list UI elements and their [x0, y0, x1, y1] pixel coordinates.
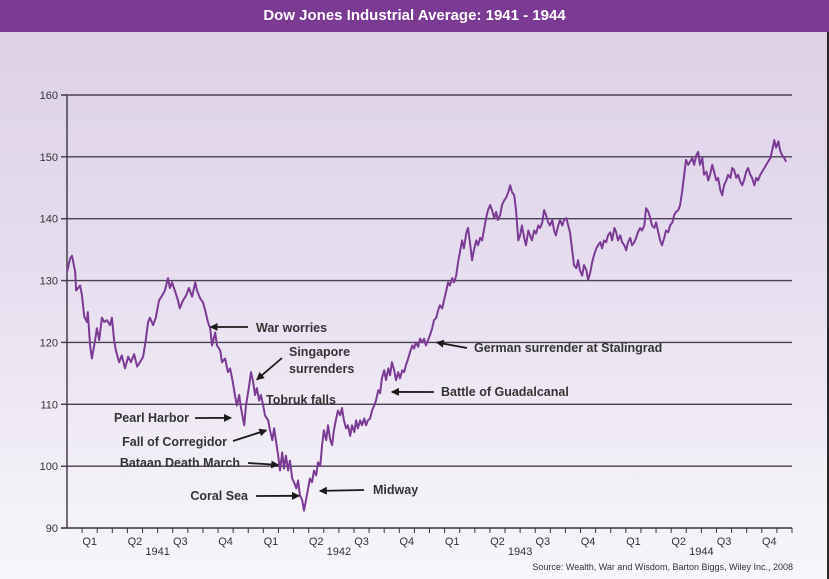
- x-tick-label-q3: Q3: [173, 536, 188, 548]
- y-tick-label-100: 100: [40, 461, 58, 473]
- y-tick-label-140: 140: [40, 214, 58, 226]
- annotation-bataan-death-march: Bataan Death March: [120, 456, 240, 470]
- x-tick-label-q11: Q3: [535, 536, 550, 548]
- year-label-1944: 1944: [689, 546, 713, 558]
- y-tick-label-120: 120: [40, 337, 58, 349]
- x-tick-label-q7: Q3: [354, 536, 369, 548]
- annotation-arrow-midway: [318, 486, 365, 495]
- annotation-war-worries: War worries: [256, 321, 327, 335]
- annotation-singapore-surrenders-line-1: Singapore: [289, 345, 350, 359]
- annotation-arrow-fall-of-corregidor: [232, 428, 268, 442]
- y-tick-label-130: 130: [40, 276, 58, 288]
- x-tick-label-q9: Q1: [445, 536, 460, 548]
- annotation-fall-of-corregidor: Fall of Corregidor: [122, 435, 227, 449]
- annotation-arrow-singapore-surrenders: [256, 357, 283, 381]
- x-tick-label-q8: Q4: [400, 536, 415, 548]
- annotation-battle-of-guadalcanal: Battle of Guadalcanal: [441, 385, 569, 399]
- x-tick-label-q4: Q4: [218, 536, 233, 548]
- x-tick-label-q6: Q2: [309, 536, 324, 548]
- annotation-german-surrender-at-stalingrad: German surrender at Stalingrad: [474, 341, 662, 355]
- annotation-arrow-german-surrender-at-stalingrad: [435, 339, 468, 349]
- x-tick-label-q15: Q3: [717, 536, 732, 548]
- chart-title: Dow Jones Industrial Average: 1941 - 194…: [0, 0, 829, 32]
- annotation-tobruk-falls: Tobruk falls: [266, 393, 336, 407]
- frame-border: [827, 32, 829, 579]
- year-label-1943: 1943: [508, 546, 532, 558]
- annotation-arrow-bataan-death-march: [247, 460, 280, 469]
- x-tick-label-q1: Q1: [82, 536, 97, 548]
- y-tick-label-110: 110: [40, 399, 58, 411]
- y-tick-label-150: 150: [40, 152, 58, 164]
- x-tick-label-q12: Q4: [581, 536, 596, 548]
- annotation-singapore-surrenders-line-2: surrenders: [289, 362, 354, 376]
- x-tick-label-q14: Q2: [671, 536, 686, 548]
- annotation-midway: Midway: [373, 483, 418, 497]
- annotation-pearl-harbor: Pearl Harbor: [114, 411, 189, 425]
- source-note: Source: Wealth, War and Wisdom, Barton B…: [532, 562, 793, 572]
- x-tick-label-q10: Q2: [490, 536, 505, 548]
- year-label-1941: 1941: [145, 546, 169, 558]
- year-label-1942: 1942: [327, 546, 351, 558]
- x-tick-label-q5: Q1: [264, 536, 279, 548]
- x-tick-label-q2: Q2: [128, 536, 143, 548]
- series-line-dow-jones: [66, 139, 787, 512]
- y-tick-label-90: 90: [46, 523, 58, 535]
- annotation-coral-sea: Coral Sea: [190, 489, 249, 503]
- x-tick-label-q16: Q4: [762, 536, 777, 548]
- x-tick-label-q13: Q1: [626, 536, 641, 548]
- y-tick-label-160: 160: [40, 90, 58, 102]
